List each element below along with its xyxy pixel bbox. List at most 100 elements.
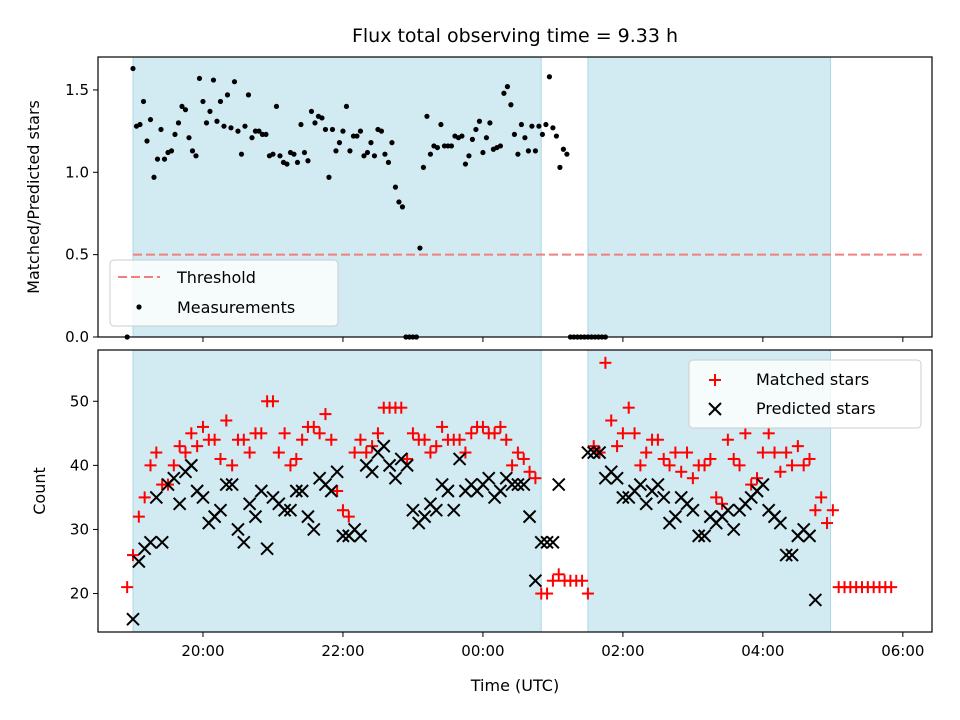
matched-stars-point <box>581 587 594 600</box>
measurement-point <box>186 135 192 141</box>
measurement-point <box>518 121 525 128</box>
measurement-point <box>301 149 308 156</box>
predicted-stars-point <box>219 477 234 492</box>
top-legend: Threshold Measurements <box>109 259 339 327</box>
matched-stars-point <box>657 452 670 465</box>
measurement-point <box>529 123 535 129</box>
matched-stars-point <box>669 446 682 459</box>
matched-stars-point <box>774 465 787 478</box>
measurement-point <box>329 126 336 133</box>
measurement-point <box>399 204 406 210</box>
matched-stars-point <box>319 408 332 421</box>
predicted-stars-point <box>301 509 315 524</box>
matched-stars-point <box>325 433 338 446</box>
measurement-point <box>378 128 385 134</box>
legend-matched-swatch <box>709 374 721 386</box>
matched-stars-point <box>739 427 752 440</box>
matched-stars-point <box>546 574 559 587</box>
predicted-stars-point <box>552 477 566 492</box>
matched-stars-point <box>686 472 699 485</box>
measurement-point <box>207 108 213 114</box>
predicted-stars-point <box>196 490 210 505</box>
matched-stars-point <box>121 581 134 594</box>
legend-predicted-label: Predicted stars <box>756 399 876 418</box>
matched-stars-point <box>681 446 694 459</box>
matched-stars-point <box>529 472 542 485</box>
predicted-stars-point <box>248 509 263 524</box>
predicted-stars-point <box>651 477 665 492</box>
matched-stars-point <box>826 504 839 517</box>
measurement-point <box>511 131 518 138</box>
predicted-stars-point <box>242 497 257 511</box>
predicted-stars-point <box>511 477 525 492</box>
matched-stars-point <box>284 459 297 472</box>
y-tick-label: 0.0 <box>65 328 89 346</box>
predicted-stars-point <box>167 471 181 485</box>
predicted-stars-point <box>231 522 245 537</box>
predicted-stars-point <box>610 471 624 485</box>
matched-stars-point <box>675 465 688 478</box>
x-tick-label: 22:00 <box>321 642 364 660</box>
predicted-stars-point <box>289 484 304 498</box>
measurement-point <box>182 107 189 113</box>
measurement-point <box>501 90 507 96</box>
predicted-stars-point <box>505 477 519 492</box>
observing-window-2 <box>587 56 832 338</box>
matched-stars-point <box>809 504 822 517</box>
measurement-point <box>392 184 399 190</box>
x-tick-label: 20:00 <box>181 642 224 660</box>
measurement-point <box>371 153 378 159</box>
predicted-stars-point <box>668 509 683 524</box>
measurement-point <box>424 113 430 119</box>
predicted-stars-point <box>324 484 338 498</box>
measurement-point <box>147 116 154 123</box>
top-axes-frame <box>97 56 933 338</box>
measurement-point <box>322 126 329 133</box>
matched-stars-point <box>465 427 478 440</box>
measurement-point <box>158 126 164 133</box>
matched-stars-point <box>459 446 472 459</box>
matched-stars-point <box>401 452 414 465</box>
matched-stars-point <box>278 427 291 440</box>
count-plot-marks <box>121 356 898 626</box>
matched-stars-point <box>786 459 799 472</box>
matched-stars-point <box>576 574 589 587</box>
measurement-point <box>553 133 560 139</box>
predicted-stars-point <box>639 497 653 511</box>
y-tick-label: 1.5 <box>65 81 89 99</box>
matched-stars-point <box>506 459 519 472</box>
measurement-point <box>368 140 374 146</box>
predicted-stars-point <box>692 529 706 543</box>
matched-stars-point <box>430 440 443 453</box>
matched-stars-point <box>307 420 320 433</box>
matched-stars-point <box>167 459 180 472</box>
matched-stars-point <box>488 427 501 440</box>
predicted-stars-point <box>592 445 607 460</box>
measurement-point <box>291 151 297 157</box>
measurement-point <box>294 159 301 166</box>
legend-measurements-label: Measurements <box>177 298 295 317</box>
matched-stars-point <box>313 427 326 440</box>
matched-stars-point <box>727 452 740 465</box>
matched-stars-point <box>296 433 309 446</box>
predicted-stars-point <box>546 535 560 549</box>
matched-stars-point <box>436 420 449 433</box>
measurement-point <box>221 123 227 129</box>
matched-stars-point <box>628 427 641 440</box>
predicted-stars-point <box>237 535 251 549</box>
measurement-point <box>263 131 269 138</box>
measurement-point <box>420 164 427 170</box>
measurement-point <box>340 128 346 134</box>
measurement-point <box>539 131 546 138</box>
measurement-point <box>466 153 472 159</box>
predicted-stars-point <box>802 529 817 543</box>
matched-stars-point <box>266 395 279 408</box>
matched-stars-point <box>255 427 268 440</box>
y-tick-label: 50 <box>70 392 89 410</box>
measurement-point <box>473 126 479 133</box>
predicted-stars-point <box>441 484 455 498</box>
predicted-stars-point <box>756 477 770 492</box>
predicted-stars-point <box>126 612 140 626</box>
matched-stars-point <box>768 446 781 459</box>
